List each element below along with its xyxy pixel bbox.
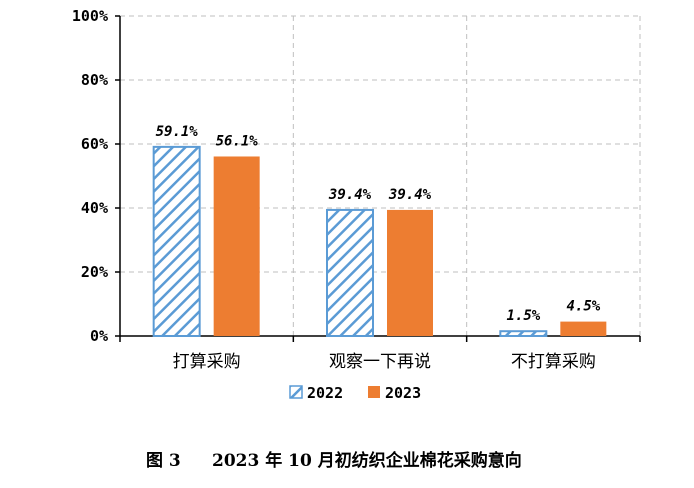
legend-swatch-2023 [368, 386, 380, 398]
data-label-2023-2: 4.5% [566, 299, 600, 315]
y-tick-label: 20% [81, 263, 108, 281]
x-category-label: 打算采购 [173, 352, 241, 372]
data-label-2022-0: 59.1% [156, 124, 199, 140]
legend-swatch-2022 [289, 385, 303, 399]
data-label-2023-1: 39.4% [388, 187, 432, 203]
data-label-2022-2: 1.5% [506, 308, 540, 324]
bar-2023-2 [560, 321, 607, 336]
data-label-2022-1: 39.4% [328, 187, 372, 203]
figure-number: 图 3 [146, 451, 181, 471]
y-tick-label: 100% [72, 7, 108, 25]
legend-label-2023: 2023 [385, 384, 421, 402]
y-tick-label: 0% [90, 327, 108, 345]
y-tick-label: 60% [81, 135, 108, 153]
bar-2022-1 [326, 208, 374, 337]
data-label-2023-0: 56.1% [216, 133, 259, 149]
y-tick-label: 40% [81, 199, 108, 217]
y-tick-label: 80% [81, 71, 108, 89]
x-category-label: 不打算采购 [511, 352, 596, 372]
x-category-label: 观察一下再说 [329, 352, 431, 372]
legend-label-2022: 2022 [307, 384, 343, 402]
figure-caption: 2023 年 10 月初纺织企业棉花采购意向 [212, 450, 522, 471]
bar-2023-0 [213, 156, 260, 336]
bar-2022-2 [499, 330, 548, 338]
bar-2023-1 [387, 209, 433, 336]
bar-2022-0 [152, 145, 201, 337]
